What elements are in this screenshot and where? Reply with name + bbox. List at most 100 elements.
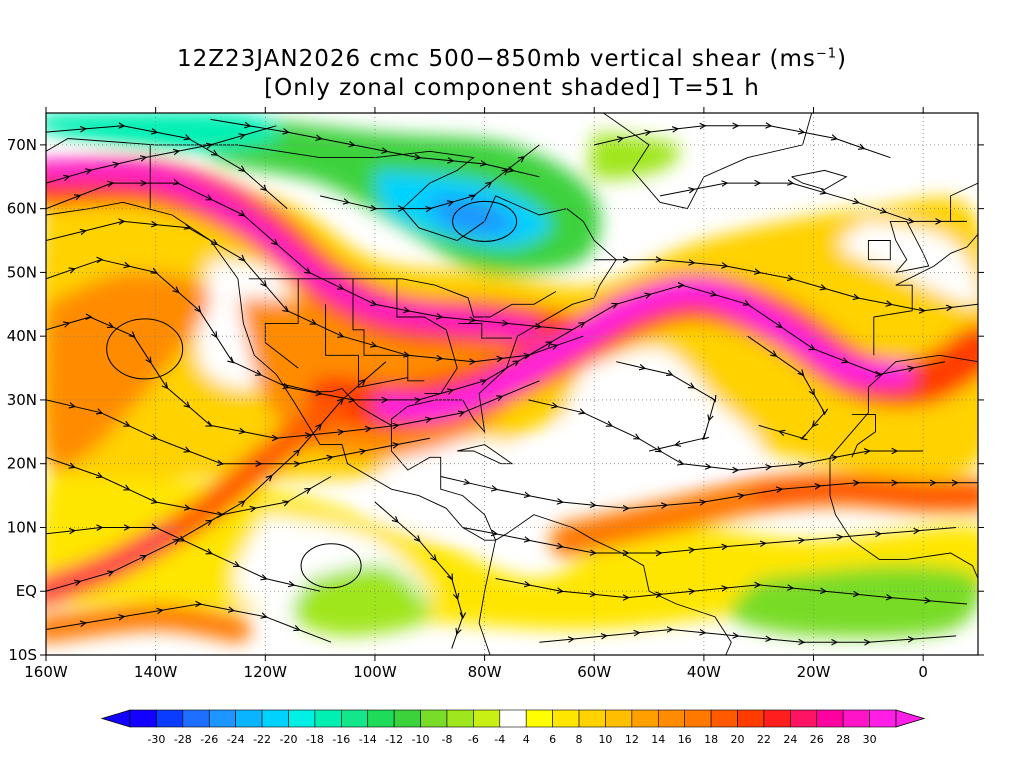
- colorbar-label: 10: [598, 733, 612, 746]
- colorbar-over-triangle: [895, 709, 926, 728]
- colorbar-box: [657, 709, 685, 728]
- lat-label: 60N: [7, 200, 37, 218]
- colorbar-box: [314, 709, 342, 728]
- colorbar-box: [842, 709, 870, 728]
- colorbar-label: -12: [385, 733, 403, 746]
- colorbar-box: [420, 709, 448, 728]
- colorbar-box: [261, 709, 289, 728]
- plot-frame: [45, 112, 979, 656]
- colorbar-label: -20: [279, 733, 297, 746]
- colorbar-box: [156, 709, 184, 728]
- colorbar-box: [605, 709, 633, 728]
- streamline-24: [46, 125, 277, 184]
- colorbar-label: 20: [731, 733, 745, 746]
- streamline-vortex-hudson: [452, 200, 518, 242]
- colorbar-box: [631, 709, 659, 728]
- lon-label: 160W: [24, 663, 68, 681]
- lon-label: 80W: [468, 663, 502, 681]
- lon-label: 100W: [353, 663, 397, 681]
- lon-label: 20W: [797, 663, 831, 681]
- colorbar-label: 18: [704, 733, 718, 746]
- streamline-20: [539, 630, 957, 643]
- colorbar-label: 6: [549, 733, 556, 746]
- lat-label: 70N: [7, 136, 37, 154]
- colorbar-box: [710, 709, 738, 728]
- latitude-labels: 70N 60N 50N 40N 30N 20N 10N EQ 10S: [7, 136, 37, 664]
- shade-band-atlantic-red: [751, 482, 978, 504]
- streamline-17: [440, 476, 978, 509]
- streamline-22: [616, 361, 715, 452]
- lat-label: 50N: [7, 263, 37, 281]
- streamlines: [46, 118, 978, 649]
- colorbar-box: [816, 709, 844, 728]
- colorbar-box: [869, 709, 897, 728]
- lon-label: 0: [918, 663, 928, 681]
- streamline-vortex-npac: [106, 318, 184, 380]
- streamline-16: [528, 399, 924, 470]
- coast-south-america: [495, 514, 732, 655]
- colorbar-label: 30: [863, 733, 877, 746]
- colorbar-label: -24: [227, 733, 245, 746]
- lat-label: EQ: [16, 582, 37, 600]
- colorbar-label: -16: [332, 733, 350, 746]
- lat-label: 10N: [7, 518, 37, 536]
- colorbar-label: -10: [412, 733, 430, 746]
- longitude-labels: 160W 140W 120W 100W 80W 60W 40W 20W 0: [24, 663, 928, 681]
- streamline-13: [594, 126, 891, 159]
- colorbar-label: -4: [494, 733, 505, 746]
- colorbar-box: [341, 709, 369, 728]
- streamline-18: [462, 527, 957, 554]
- streamline-15: [594, 260, 978, 311]
- colorbar-label: -14: [359, 733, 377, 746]
- colorbar-label: -8: [441, 733, 452, 746]
- coast-south-america-west: [478, 540, 497, 655]
- colorbar-box: [737, 709, 765, 728]
- colorbar-box: [525, 709, 553, 728]
- lat-label: 30N: [7, 391, 37, 409]
- colorbar-box: [129, 709, 157, 728]
- streamline-vortex-epac: [300, 543, 362, 589]
- map-title-line1: 12Z23JAN2026 cmc 500−850mb vertical shea…: [176, 46, 847, 72]
- colorbar-label: 26: [810, 733, 824, 746]
- colorbar-under-triangle: [100, 709, 131, 728]
- colorbar-box: [367, 709, 395, 728]
- colorbar-label: 28: [836, 733, 850, 746]
- colorbar-box: [763, 709, 791, 728]
- axis-ticks: [40, 107, 984, 661]
- colorbar-box: [473, 709, 501, 728]
- streamline-9: [46, 604, 332, 643]
- lon-label: 140W: [134, 663, 178, 681]
- lon-label: 40W: [687, 663, 721, 681]
- streamline-21: [374, 501, 463, 649]
- colorbar-label: 16: [678, 733, 692, 746]
- colorbar-label: 8: [576, 733, 583, 746]
- colorbar-label: 4: [523, 733, 530, 746]
- lat-label: 10S: [8, 646, 37, 664]
- colorbar-label: -18: [306, 733, 324, 746]
- colorbar-box: [790, 709, 818, 728]
- colorbar-box: [499, 709, 527, 728]
- colorbar-label: -30: [147, 733, 165, 746]
- lat-label: 20N: [7, 455, 37, 473]
- shade-band-pacific-south: [46, 603, 251, 643]
- colorbar-label: -28: [174, 733, 192, 746]
- colorbar-box: [393, 709, 421, 728]
- colorbar-label: -6: [468, 733, 479, 746]
- colorbar-box: [684, 709, 712, 728]
- colorbar-label: -26: [200, 733, 218, 746]
- colorbar-label: 14: [651, 733, 665, 746]
- colorbar: -30 -28 -26 -24 -22 -20 -18 -16 -14 -12 -10 -8 -6 -4 4…: [100, 709, 926, 746]
- colorbar-box: [446, 709, 474, 728]
- lat-label: 40N: [7, 327, 37, 345]
- colorbar-box: [288, 709, 316, 728]
- colorbar-box: [182, 709, 210, 728]
- colorbar-label: -22: [253, 733, 271, 746]
- streamline-19: [495, 578, 968, 605]
- streamline-23: [747, 335, 825, 438]
- colorbar-label: 24: [783, 733, 797, 746]
- colorbar-label: 22: [757, 733, 771, 746]
- streamline-8: [46, 361, 387, 592]
- streamline-14: [659, 183, 967, 221]
- map-title-line2: [Only zonal component shaded] T=51 h: [264, 75, 760, 101]
